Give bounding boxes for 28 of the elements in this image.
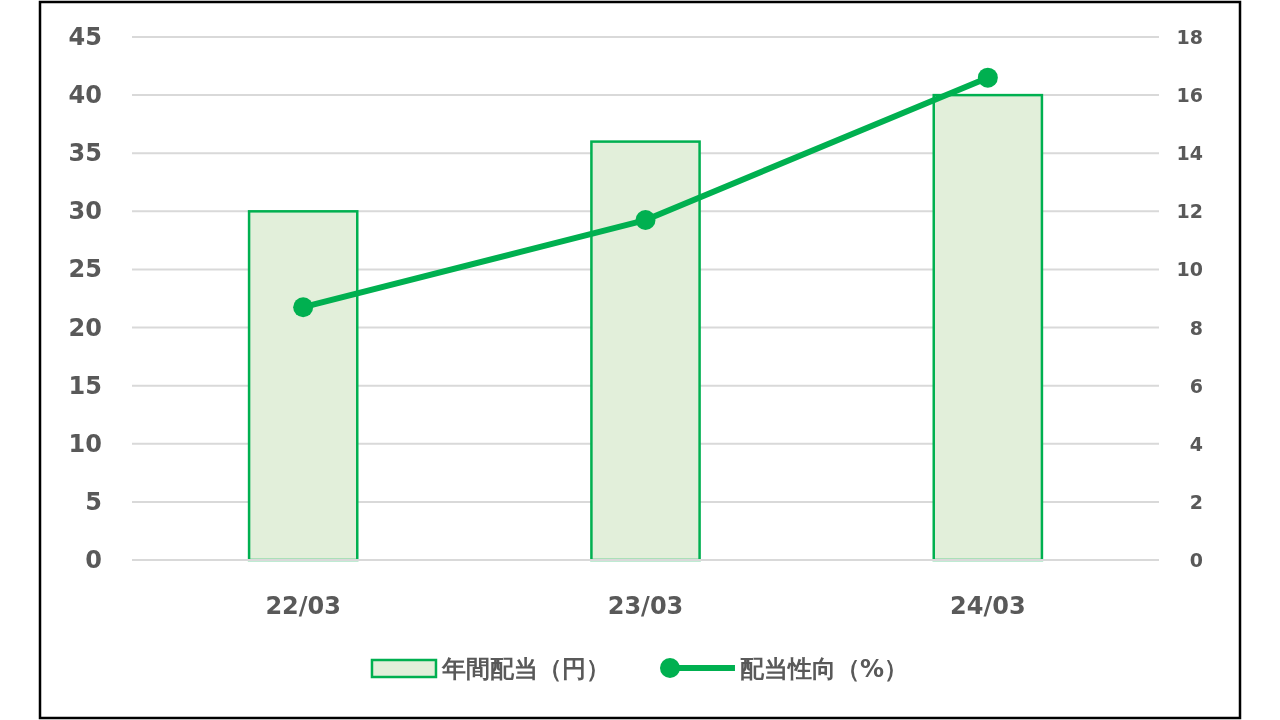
y-tick-label: 45	[68, 23, 102, 51]
y-tick-label: 5	[85, 487, 102, 516]
y2-tick-label: 12	[1176, 200, 1203, 223]
point	[293, 297, 314, 318]
x-tick-label: 22/03	[265, 592, 341, 620]
y-tick-label: 0	[85, 546, 102, 574]
point	[635, 210, 656, 231]
legend-label: 配当性向（%）	[739, 655, 909, 683]
y-tick-label: 30	[68, 197, 102, 226]
y-tick-label: 20	[68, 313, 102, 342]
y2-tick-label: 2	[1189, 490, 1203, 513]
y-tick-label: 25	[68, 255, 102, 284]
y2-tick-label: 8	[1189, 316, 1203, 339]
legend-label: 年間配当（円）	[440, 655, 610, 683]
y2-tick-label: 0	[1189, 549, 1203, 571]
x-tick-label: 23/03	[607, 592, 684, 620]
point	[977, 67, 998, 88]
y2-tick-label: 6	[1189, 374, 1203, 397]
y-tick-label: 35	[68, 139, 102, 168]
y-tick-label: 40	[68, 81, 102, 110]
y-tick-label: 10	[68, 429, 102, 458]
y2-tick-label: 18	[1176, 26, 1203, 48]
y2-tick-label: 10	[1176, 258, 1203, 281]
y2-tick-label: 14	[1176, 142, 1203, 165]
x-tick-label: 24/03	[950, 592, 1026, 620]
y2-tick-label: 16	[1176, 84, 1203, 107]
y-tick-label: 15	[68, 371, 102, 400]
y2-tick-label: 4	[1189, 432, 1203, 455]
